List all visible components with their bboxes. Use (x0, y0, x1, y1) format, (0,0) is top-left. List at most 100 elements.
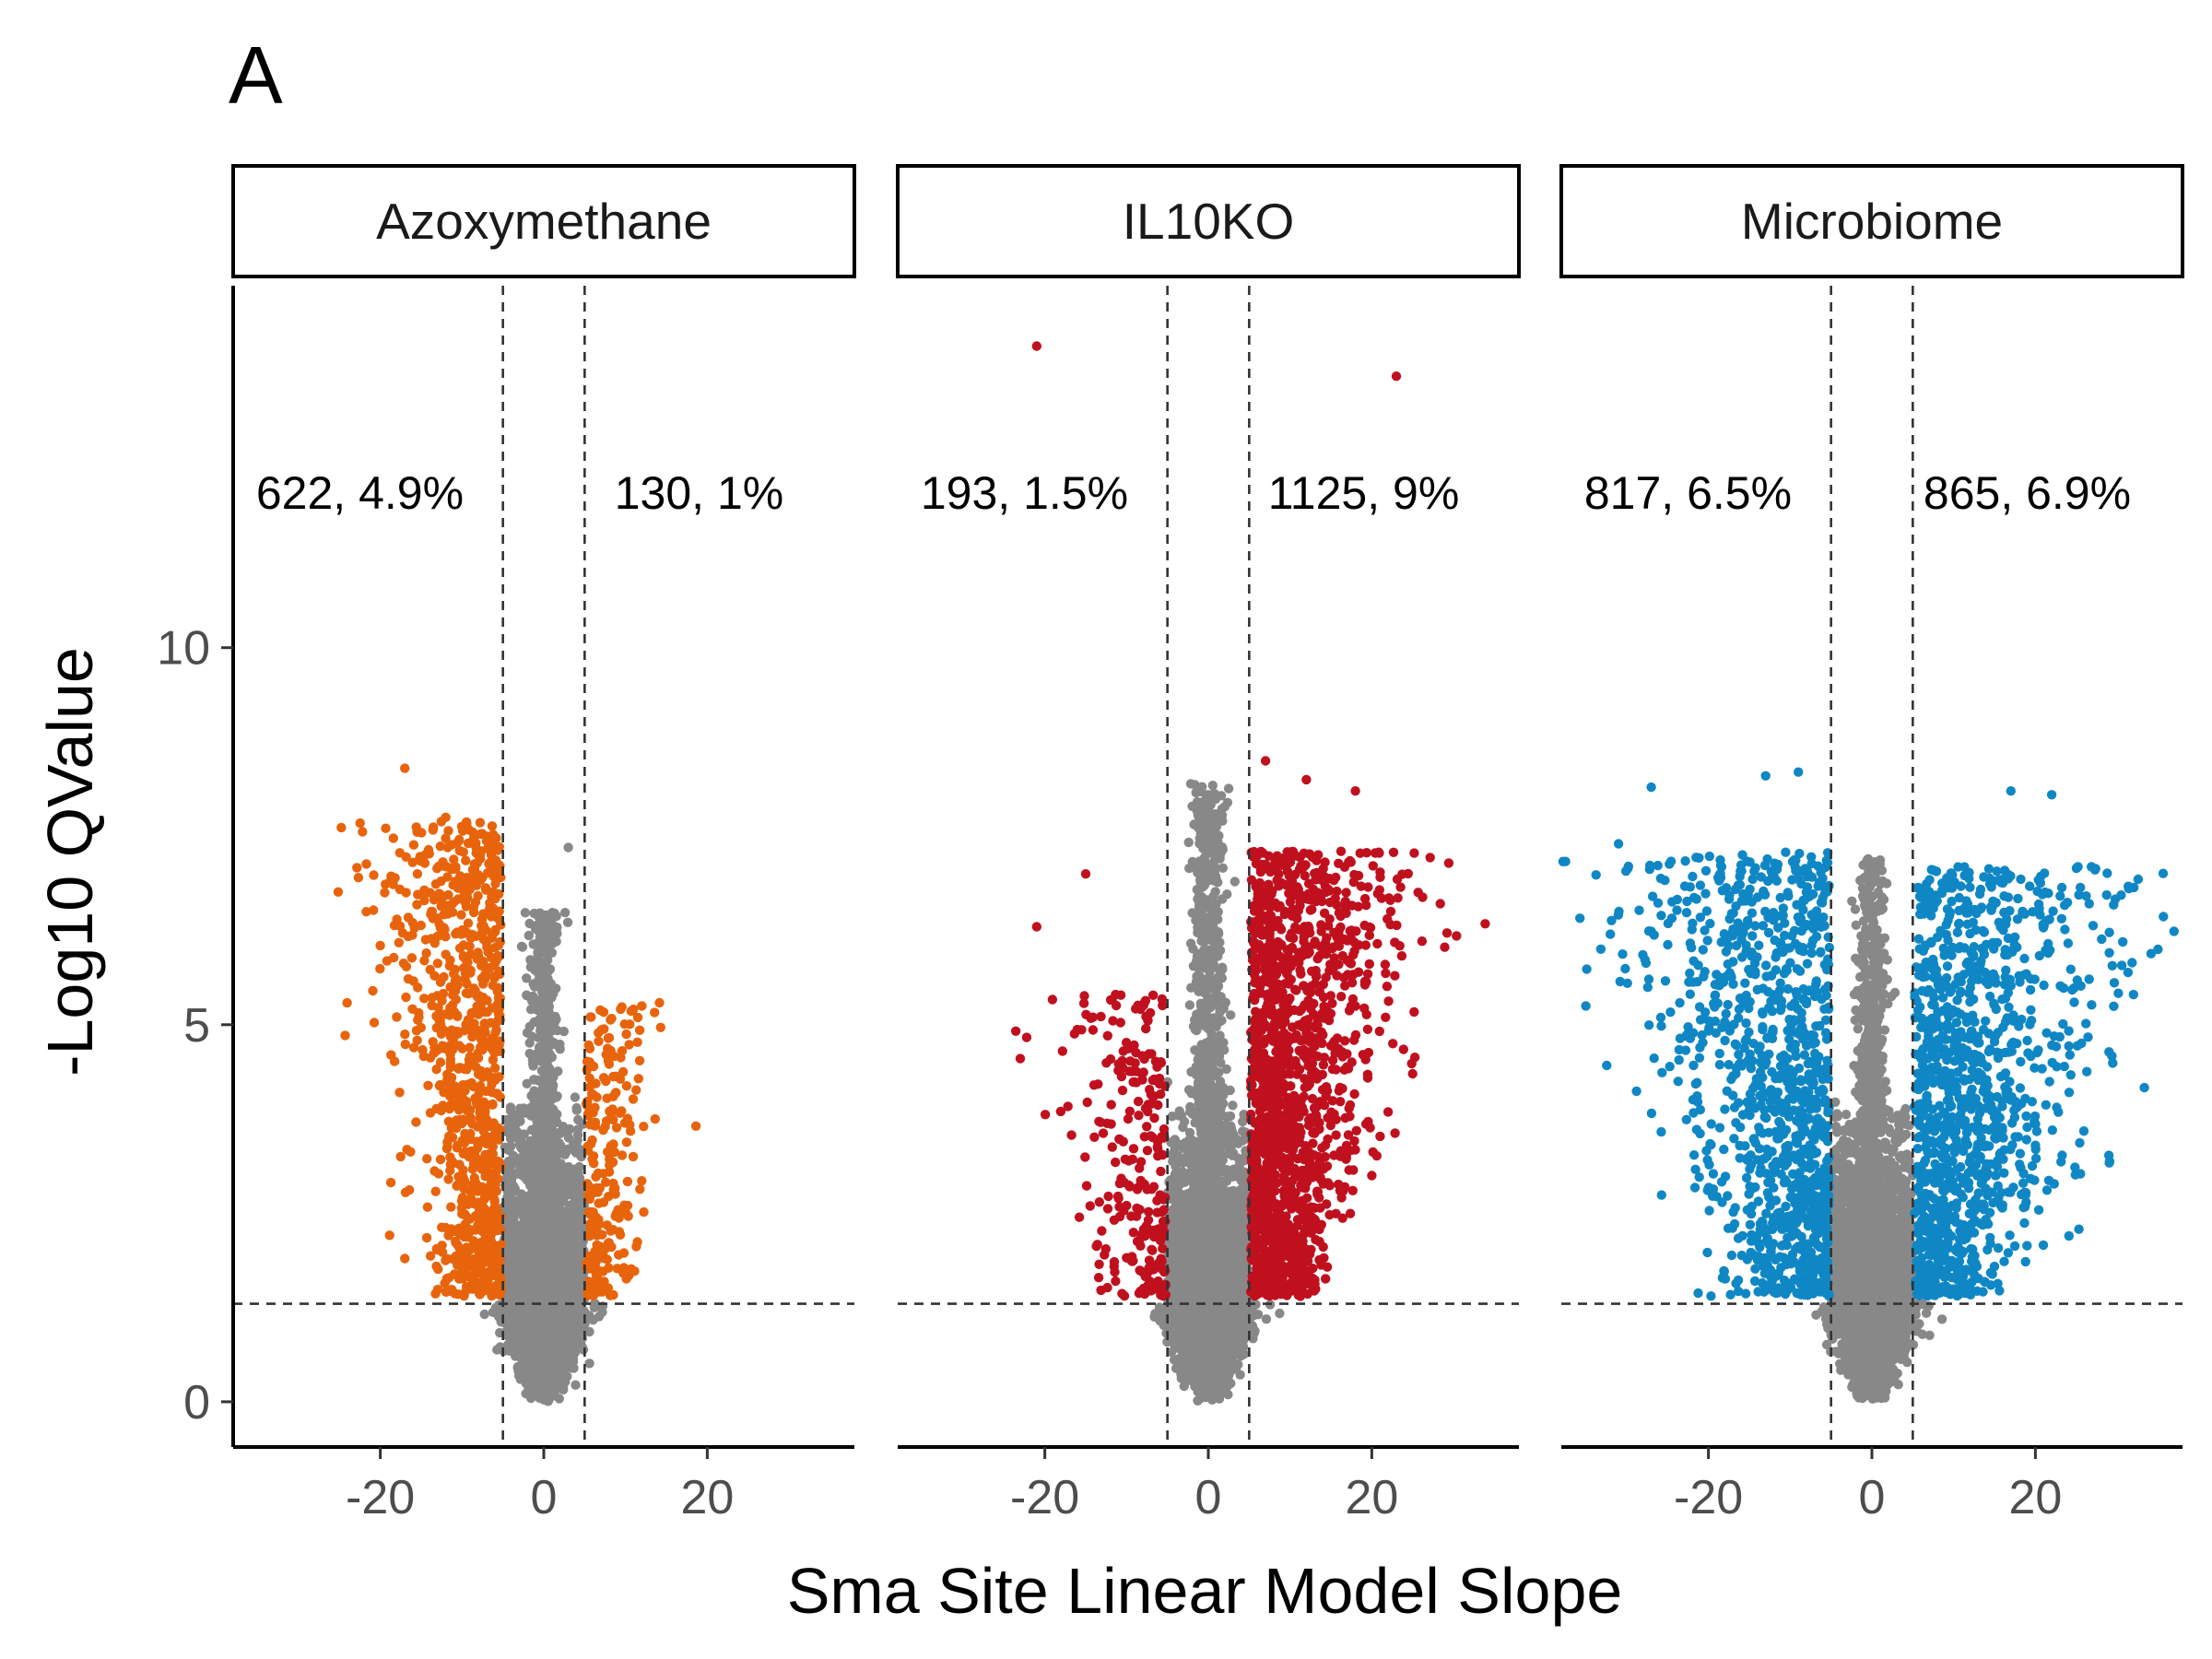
nonsig-point (559, 908, 571, 918)
nonsig-point (542, 1041, 552, 1052)
nonsig-point (512, 1320, 524, 1331)
nonsig-point (530, 982, 540, 992)
nonsig-point (559, 1350, 569, 1361)
nonsig-point (547, 1243, 558, 1253)
nonsig-point (551, 927, 562, 937)
facet-strip (231, 164, 856, 278)
nonsig-point (537, 1095, 548, 1105)
nonsig-point (541, 1081, 551, 1092)
nonsig-point (528, 1269, 538, 1280)
nonsig-point (552, 1091, 562, 1101)
nonsig-point (529, 1233, 539, 1244)
sig-down-point (422, 1154, 432, 1164)
nonsig-point (531, 1123, 541, 1133)
nonsig-point (524, 1254, 535, 1265)
nonsig-point (573, 1114, 583, 1125)
nonsig-point (570, 1258, 581, 1269)
nonsig-point (512, 1110, 524, 1120)
nonsig-point (530, 1189, 540, 1199)
nonsig-point (542, 1022, 552, 1032)
nonsig-point (543, 1011, 553, 1022)
nonsig-point (551, 983, 561, 994)
nonsig-point (512, 1253, 522, 1264)
sig-down-point (432, 959, 443, 969)
nonsig-point (513, 1363, 524, 1374)
nonsig-point (525, 1218, 535, 1229)
nonsig-point (525, 1297, 536, 1307)
nonsig-point (521, 1165, 532, 1175)
nonsig-point (529, 1103, 539, 1113)
nonsig-point (548, 1271, 559, 1281)
nonsig-point (514, 1236, 524, 1246)
nonsig-point (528, 939, 538, 949)
nonsig-point (544, 1253, 554, 1264)
nonsig-point (566, 1284, 577, 1294)
nonsig-point (543, 1381, 554, 1392)
nonsig-point (513, 1277, 524, 1287)
nonsig-point (550, 1335, 560, 1346)
nonsig-point (538, 1335, 548, 1346)
data-points (333, 763, 701, 1406)
sig-down-point (384, 1230, 394, 1241)
nonsig-point (531, 1178, 541, 1188)
panel-tag: A (229, 29, 283, 121)
nonsig-point (584, 1359, 594, 1369)
nonsig-point (574, 1202, 584, 1212)
nonsig-point (522, 1376, 532, 1386)
nonsig-point (507, 1197, 517, 1207)
nonsig-point (528, 1311, 538, 1321)
nonsig-point (519, 1284, 529, 1295)
nonsig-point (534, 912, 544, 922)
nonsig-point (559, 1180, 570, 1191)
nonsig-point (506, 1177, 517, 1187)
nonsig-point (564, 1209, 575, 1219)
nonsig-point (525, 1325, 536, 1335)
nonsig-point (571, 1380, 581, 1390)
sig-down-point (435, 1154, 446, 1165)
nonsig-point (535, 957, 545, 967)
nonsig-point (564, 1247, 574, 1258)
nonsig-point (552, 1109, 562, 1120)
nonsig-point (562, 917, 573, 927)
sig-down-point (406, 953, 418, 963)
nonsig-point (503, 1339, 513, 1350)
nonsig-point (551, 1014, 561, 1025)
nonsig-point (547, 1282, 557, 1293)
nonsig-point (512, 1307, 523, 1317)
nonsig-point (539, 1324, 550, 1334)
nonsig-point (516, 941, 527, 952)
sig-down-point (400, 1039, 410, 1050)
nonsig-point (534, 1156, 544, 1166)
nonsig-point (521, 1173, 531, 1183)
nonsig-point (569, 1176, 579, 1187)
nonsig-point (550, 1324, 561, 1335)
nonsig-point (520, 908, 531, 918)
nonsig-point (555, 1127, 566, 1137)
nonsig-point (547, 1052, 557, 1063)
nonsig-point (572, 1135, 582, 1146)
nonsig-point (562, 1371, 572, 1382)
nonsig-point (513, 1294, 524, 1304)
nonsig-point (535, 1217, 546, 1228)
nonsig-point (574, 1161, 584, 1172)
nonsig-point (557, 1281, 568, 1291)
nonsig-point (547, 1291, 557, 1302)
nonsig-point (540, 1133, 550, 1143)
nonsig-point (568, 1271, 579, 1282)
facet-label: Azoxymethane (376, 193, 712, 250)
nonsig-point (530, 965, 540, 975)
nonsig-point (571, 1189, 582, 1199)
nonsig-point (547, 935, 558, 946)
nonsig-point (547, 1073, 559, 1083)
nonsig-point (557, 1361, 567, 1371)
nonsig-point (534, 1370, 544, 1380)
nonsig-point (506, 1206, 516, 1217)
nonsig-point (526, 1342, 537, 1352)
nonsig-point (555, 1140, 566, 1150)
nonsig-point (573, 1219, 584, 1230)
nonsig-point (540, 999, 550, 1010)
nonsig-point (516, 1189, 526, 1199)
nonsig-point (571, 1105, 582, 1115)
nonsig-point (564, 1124, 574, 1135)
nonsig-point (515, 1135, 526, 1146)
